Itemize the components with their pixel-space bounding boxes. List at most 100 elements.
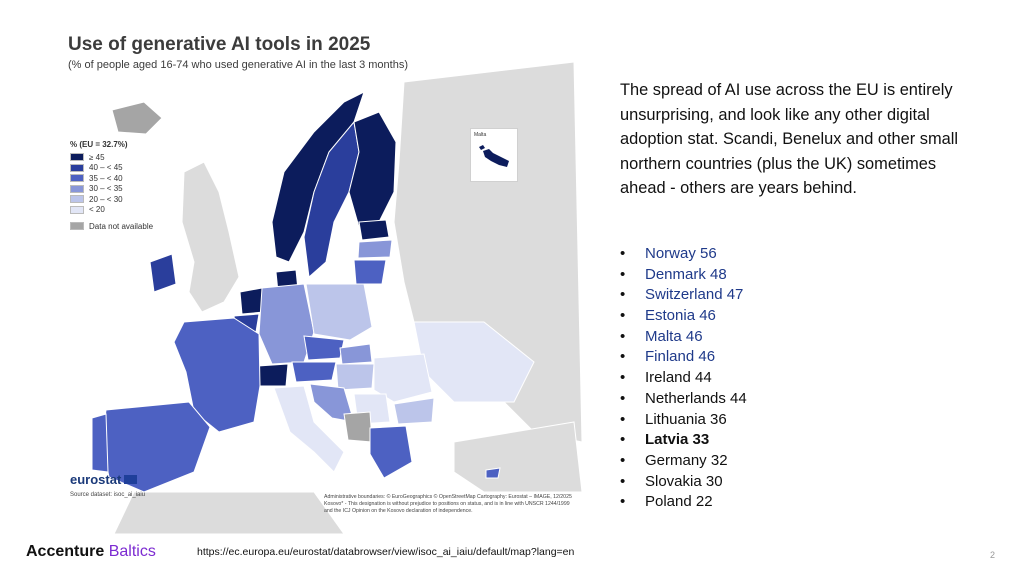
map-source: Source dataset: isoc_ai_iaiu <box>70 492 146 498</box>
list-item-text: Switzerland 47 <box>645 286 744 304</box>
legend-swatch <box>70 222 84 231</box>
slovakia <box>339 343 373 365</box>
page-number: 2 <box>990 550 996 560</box>
bullet-icon: • <box>620 265 626 283</box>
map-panel: Use of generative AI tools in 2025 (% of… <box>14 22 582 534</box>
list-item: • Netherlands 44 <box>620 389 747 410</box>
germany <box>258 283 315 365</box>
europe-map <box>91 61 582 534</box>
list-item: • Poland 22 <box>620 492 747 513</box>
source-link[interactable]: https://ec.europa.eu/eurostat/databrowse… <box>197 546 575 558</box>
legend-row-no-data: Data not available <box>70 221 153 232</box>
bullet-icon: • <box>620 348 626 366</box>
brand-name: Accenture <box>26 543 105 560</box>
list-item-text: Germany 32 <box>645 451 728 469</box>
list-item-text: Norway 56 <box>645 245 717 262</box>
hungary <box>335 363 375 391</box>
summary-text: The spread of AI use across the EU is en… <box>620 81 959 198</box>
brand-logo: Accenture Baltics <box>26 543 156 561</box>
legend-label: 35 – < 40 <box>89 173 123 183</box>
bullet-icon: • <box>620 410 626 428</box>
bullet-icon: • <box>620 451 626 469</box>
list-item-text: Slovakia 30 <box>645 472 723 490</box>
latvia <box>357 239 393 259</box>
list-item-text: Latvia 33 <box>645 431 710 449</box>
romania <box>373 353 433 403</box>
legend-swatch <box>70 153 84 162</box>
bullet-icon: • <box>620 286 626 304</box>
list-item: • Norway 56 <box>620 244 747 265</box>
inset-label: Malta <box>474 132 487 138</box>
italy <box>273 385 345 473</box>
eurostat-wordmark: eurostat <box>70 472 122 487</box>
map-title: Use of generative AI tools in 2025 <box>68 34 371 55</box>
poland <box>305 283 373 341</box>
map-subtitle: (% of people aged 16-74 who used generat… <box>68 59 408 71</box>
brand-accent: Baltics <box>108 543 156 560</box>
legend-swatch <box>70 174 84 183</box>
bullet-icon: • <box>620 472 626 490</box>
list-item-text: Ireland 44 <box>645 369 712 387</box>
legend-row: < 20 <box>70 205 153 216</box>
bulgaria <box>393 397 435 425</box>
legend-title: % (EU = 32.7%) <box>70 140 128 149</box>
list-item-text: Estonia 46 <box>645 307 716 325</box>
legend-swatch <box>70 205 84 214</box>
legend-row: ≥ 45 <box>70 152 153 163</box>
lithuania <box>353 259 387 285</box>
legend-row: 40 – < 45 <box>70 163 153 174</box>
list-item-text: Poland 22 <box>645 493 713 511</box>
legend-label: 30 – < 35 <box>89 184 123 194</box>
list-item: • Ireland 44 <box>620 368 747 389</box>
estonia <box>358 219 390 241</box>
iceland-land <box>111 101 163 135</box>
legend-swatch <box>70 184 84 193</box>
bullet-icon: • <box>620 389 626 407</box>
list-item-text: Finland 46 <box>645 348 716 366</box>
bullet-icon: • <box>620 369 626 387</box>
legend-swatch <box>70 195 84 204</box>
czechia <box>303 335 345 361</box>
list-item: • Latvia 33 <box>620 430 747 451</box>
austria <box>291 361 337 383</box>
list-item-text: Denmark 48 <box>645 265 727 283</box>
list-item-text: Lithuania 36 <box>645 410 727 428</box>
list-item: • Switzerland 47 <box>620 285 747 306</box>
legend-label: Data not available <box>89 221 154 231</box>
background-land <box>111 61 582 534</box>
bullet-icon: • <box>620 245 626 262</box>
ireland <box>149 253 177 293</box>
slovenia-croatia <box>309 383 355 423</box>
map-legend: % (EU = 32.7%) ≥ 45 40 – < 45 35 – < 40 … <box>70 140 153 232</box>
legend-label: 20 – < 30 <box>89 194 123 204</box>
legend-row: 35 – < 40 <box>70 173 153 184</box>
countries <box>91 91 501 493</box>
bullet-icon: • <box>620 493 626 511</box>
legend-label: ≥ 45 <box>89 152 105 162</box>
legend-label: < 20 <box>89 205 105 215</box>
list-item: • Slovakia 30 <box>620 472 747 493</box>
map-footnote: Administrative boundaries: © EuroGeograp… <box>324 494 572 514</box>
legend-row: 20 – < 30 <box>70 194 153 205</box>
legend-label: 40 – < 45 <box>89 163 123 173</box>
list-item: • Lithuania 36 <box>620 410 747 431</box>
country-list: • Norway 56 • Denmark 48 • Switzerland 47 •… <box>620 244 747 513</box>
eurostat-logo: eurostat <box>70 472 138 487</box>
turkey-land <box>453 421 582 493</box>
list-item: • Malta 46 <box>620 327 747 348</box>
north-africa-land <box>113 491 345 534</box>
france <box>173 317 261 433</box>
finland <box>348 111 397 228</box>
malta-inset: Malta <box>470 128 518 182</box>
list-item: • Denmark 48 <box>620 265 747 286</box>
legend-swatch <box>70 163 84 172</box>
list-item-text: Netherlands 44 <box>645 389 747 407</box>
switzerland <box>257 363 289 387</box>
list-item: • Estonia 46 <box>620 306 747 327</box>
greece <box>369 425 413 479</box>
bullet-icon: • <box>620 431 626 449</box>
legend-row: 30 – < 35 <box>70 184 153 195</box>
uk-land <box>181 161 240 313</box>
list-item: • Finland 46 <box>620 347 747 368</box>
list-item: • Germany 32 <box>620 451 747 472</box>
